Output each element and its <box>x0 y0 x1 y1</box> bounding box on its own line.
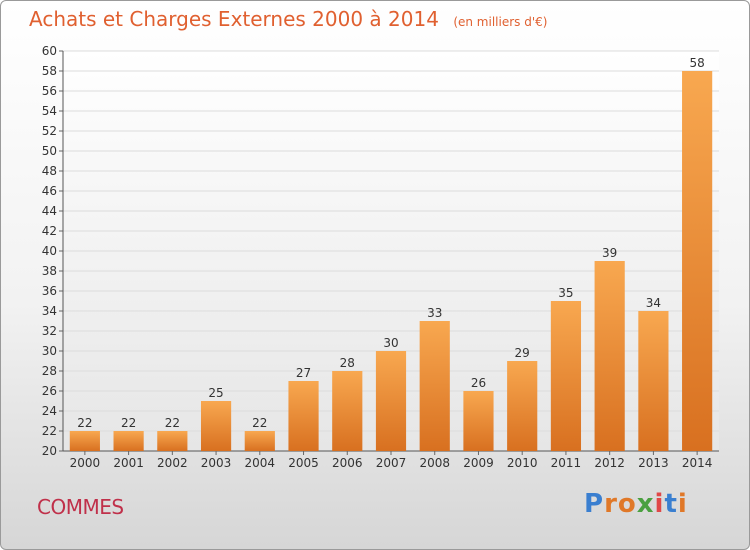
data-label-2010: 29 <box>515 346 530 360</box>
brand-letter: t <box>664 489 678 519</box>
data-label-2012: 39 <box>602 246 617 260</box>
y-tick-label: 24 <box>42 404 57 418</box>
x-tick-label: 2001 <box>113 456 144 470</box>
bar-2001 <box>113 431 144 451</box>
data-label-2006: 28 <box>340 356 355 370</box>
y-tick-label: 30 <box>42 344 57 358</box>
x-tick-label: 2007 <box>376 456 407 470</box>
data-label-2013: 34 <box>646 296 661 310</box>
y-tick-label: 52 <box>42 124 57 138</box>
bar-2014 <box>682 71 713 451</box>
data-label-2002: 22 <box>165 416 180 430</box>
data-label-2009: 26 <box>471 376 486 390</box>
y-tick-label: 44 <box>42 204 57 218</box>
y-tick-label: 20 <box>42 444 57 458</box>
brand-letter: i <box>654 489 665 519</box>
x-tick-label: 2010 <box>507 456 538 470</box>
y-tick-label: 60 <box>42 44 57 58</box>
y-tick-label: 34 <box>42 304 57 318</box>
y-tick-label: 32 <box>42 324 57 338</box>
bar-2005 <box>288 381 319 451</box>
brand-letter: r <box>604 489 618 519</box>
data-label-2008: 33 <box>427 306 442 320</box>
y-tick-label: 56 <box>42 84 57 98</box>
x-tick-label: 2009 <box>463 456 494 470</box>
data-label-2007: 30 <box>383 336 398 350</box>
bar-2000 <box>69 431 100 451</box>
y-tick-label: 38 <box>42 264 57 278</box>
proxiti-logo: Proxiti <box>584 489 688 519</box>
bar-2007 <box>375 351 407 451</box>
x-tick-label: 2005 <box>288 456 319 470</box>
y-tick-label: 58 <box>42 64 57 78</box>
data-label-2014: 58 <box>689 56 704 70</box>
brand-letter: i <box>677 489 688 519</box>
x-tick-label: 2003 <box>201 456 232 470</box>
y-tick-label: 36 <box>42 284 57 298</box>
bar-2013 <box>638 311 669 451</box>
y-tick-label: 50 <box>42 144 57 158</box>
brand-letter: P <box>584 489 605 519</box>
y-tick-label: 42 <box>42 224 57 238</box>
data-label-2004: 22 <box>252 416 267 430</box>
x-tick-label: 2008 <box>419 456 450 470</box>
data-label-2000: 22 <box>77 416 92 430</box>
bar-2012 <box>594 261 625 451</box>
brand-letter: x <box>636 489 655 519</box>
data-label-2003: 25 <box>208 386 223 400</box>
data-label-2011: 35 <box>558 286 573 300</box>
y-tick-label: 26 <box>42 384 57 398</box>
data-label-2001: 22 <box>121 416 136 430</box>
bar-2011 <box>550 301 582 451</box>
bar-2010 <box>507 361 538 451</box>
y-tick-label: 28 <box>42 364 57 378</box>
x-tick-label: 2006 <box>332 456 363 470</box>
bar-2003 <box>200 401 232 451</box>
commune-name: COMMES <box>37 495 124 519</box>
chart-title-row: Achats et Charges Externes 2000 à 2014 (… <box>29 7 547 31</box>
x-tick-label: 2014 <box>682 456 713 470</box>
x-tick-label: 2000 <box>70 456 101 470</box>
y-tick-label: 40 <box>42 244 57 258</box>
bar-2006 <box>332 371 363 451</box>
x-tick-label: 2004 <box>245 456 276 470</box>
x-tick-label: 2013 <box>638 456 669 470</box>
bar-2008 <box>419 321 450 451</box>
bar-2002 <box>157 431 188 451</box>
y-tick-label: 46 <box>42 184 57 198</box>
chart-title: Achats et Charges Externes 2000 à 2014 <box>29 7 439 31</box>
data-label-2005: 27 <box>296 366 311 380</box>
x-tick-label: 2011 <box>551 456 582 470</box>
y-tick-label: 54 <box>42 104 57 118</box>
y-tick-label: 22 <box>42 424 57 438</box>
bar-2009 <box>463 391 494 451</box>
chart-subtitle: (en milliers d'€) <box>453 15 548 29</box>
bar-2004 <box>244 431 275 451</box>
x-tick-label: 2012 <box>594 456 625 470</box>
brand-letter: o <box>617 489 637 519</box>
x-tick-label: 2002 <box>157 456 188 470</box>
y-tick-label: 48 <box>42 164 57 178</box>
